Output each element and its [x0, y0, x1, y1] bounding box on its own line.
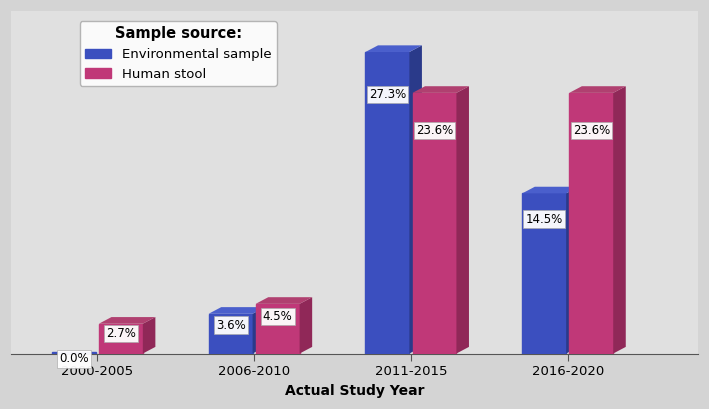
- Text: 23.6%: 23.6%: [573, 124, 610, 137]
- Text: 0.0%: 0.0%: [59, 353, 89, 365]
- Text: 14.5%: 14.5%: [525, 213, 563, 226]
- Polygon shape: [252, 307, 265, 353]
- Polygon shape: [409, 45, 422, 353]
- Bar: [52, 352, 96, 353]
- Polygon shape: [569, 86, 626, 93]
- Bar: [365, 52, 409, 353]
- Bar: [99, 324, 143, 353]
- Polygon shape: [523, 187, 579, 193]
- Legend: Environmental sample, Human stool: Environmental sample, Human stool: [79, 21, 277, 86]
- Polygon shape: [413, 86, 469, 93]
- Polygon shape: [300, 297, 312, 353]
- Bar: [413, 93, 457, 353]
- Text: 4.5%: 4.5%: [263, 310, 293, 323]
- Polygon shape: [256, 297, 312, 304]
- Polygon shape: [613, 86, 626, 353]
- Text: 3.6%: 3.6%: [216, 319, 245, 332]
- Polygon shape: [365, 45, 422, 52]
- Text: 27.3%: 27.3%: [369, 88, 406, 101]
- Polygon shape: [208, 307, 265, 314]
- Text: 23.6%: 23.6%: [416, 124, 453, 137]
- X-axis label: Actual Study Year: Actual Study Year: [285, 384, 424, 398]
- Polygon shape: [566, 187, 579, 353]
- Bar: [523, 193, 566, 353]
- Polygon shape: [457, 86, 469, 353]
- Bar: [256, 304, 300, 353]
- Bar: [208, 314, 252, 353]
- Polygon shape: [143, 317, 155, 353]
- Polygon shape: [99, 317, 155, 324]
- Text: 2.7%: 2.7%: [106, 327, 136, 340]
- Bar: [569, 93, 613, 353]
